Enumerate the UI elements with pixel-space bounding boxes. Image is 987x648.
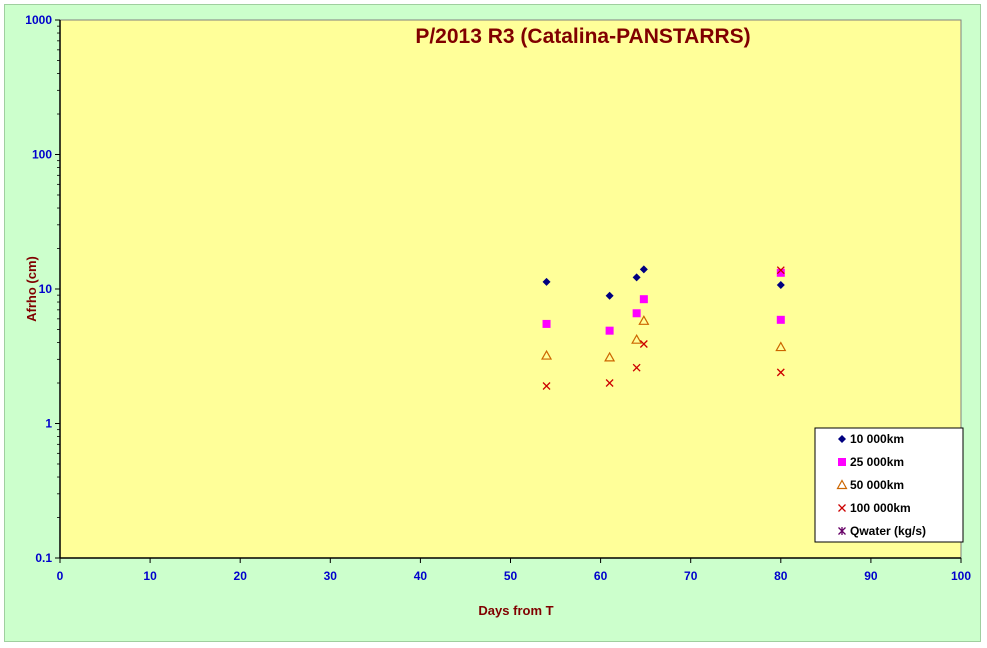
data-point [639,295,648,304]
plot-area [59,19,962,559]
legend-entry-label: Qwater (kg/s) [850,524,926,538]
y-tick-label: 100 [32,148,52,162]
data-point [542,319,551,328]
x-tick-label: 70 [684,569,698,583]
data-point [776,368,785,377]
y-tick-label: 1000 [25,13,52,27]
data-point [605,291,614,300]
data-point [631,333,643,344]
legend-entry-label: 50 000km [850,478,904,492]
data-point [638,315,650,325]
data-point [632,363,641,372]
x-tick-label: 100 [951,569,971,583]
data-point [541,349,553,360]
series-1 [542,268,785,335]
legend: 10 000km 25 000km 50 000km 100 000km Qwater … [814,427,964,543]
data-point [605,326,614,335]
legend-marker [838,527,846,535]
legend-marker [838,435,846,443]
data-point [542,382,551,390]
data-point [776,266,785,275]
legend-marker [838,458,846,466]
data-point [775,341,787,352]
legend-marker [836,479,848,490]
x-tick-label: 60 [594,569,608,583]
legend-entry-label: 10 000km [850,432,904,446]
y-axis-label: Afrho (cm) [24,256,39,322]
x-axis-label: Days from T [478,603,553,618]
legend-entry-label: 100 000km [850,501,911,515]
series-3 [542,266,785,390]
x-tick-label: 90 [864,569,878,583]
x-tick-label: 20 [234,569,248,583]
data-marks [541,265,787,390]
legend-marker [838,504,846,512]
x-tick-label: 40 [414,569,428,583]
x-tick-label: 50 [504,569,518,583]
x-tick-label: 0 [57,569,64,583]
data-point [632,309,641,318]
data-point [605,379,614,387]
data-point [776,281,785,290]
series-2 [541,315,787,362]
x-tick-label: 80 [774,569,788,583]
axes: 0 10 20 30 40 50 60 70 80 90 100 0.1 1 10 100 1000 [25,13,971,583]
y-tick-label: 10 [39,282,53,296]
data-point [776,315,785,324]
y-tick-label: 0.1 [35,551,52,565]
x-tick-label: 10 [143,569,157,583]
y-tick-label: 1 [45,417,52,431]
data-point [776,268,785,277]
data-point [632,273,641,282]
data-point [639,340,648,348]
data-point [604,351,616,362]
x-tick-label: 30 [324,569,338,583]
data-point [639,265,648,274]
legend-entry-label: 25 000km [850,455,904,469]
data-point [542,277,551,286]
series-0 [542,265,785,300]
chart-title: P/2013 R3 (Catalina-PANSTARRS) [415,25,750,48]
